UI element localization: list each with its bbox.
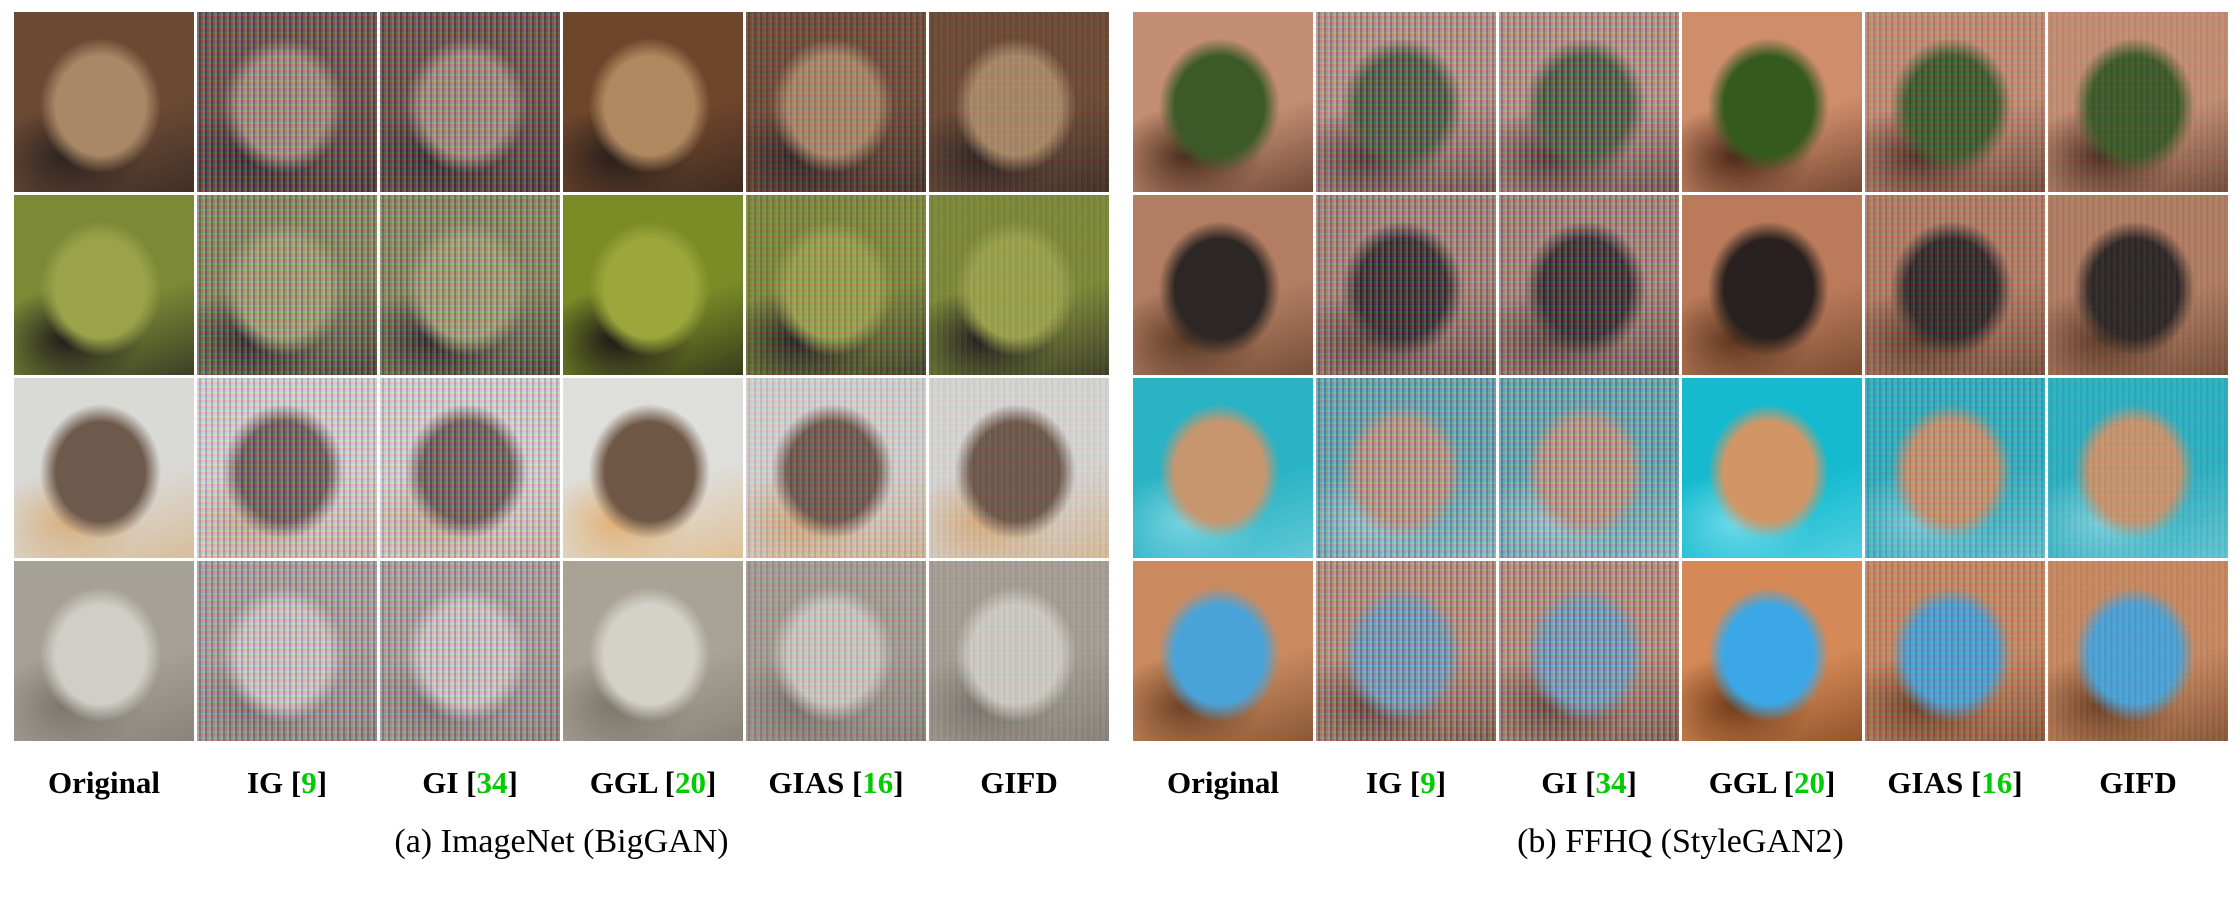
image-gifd (929, 12, 1109, 192)
image-original (14, 12, 194, 192)
image-gi (380, 378, 560, 558)
subfigure-caption: (a) ImageNet (BigGAN) (394, 823, 729, 860)
image-ggl (1682, 561, 1862, 741)
image-original (14, 378, 194, 558)
column-label-original: Original (1167, 765, 1279, 800)
citation[interactable]: 9 (1420, 765, 1436, 800)
column-label-ggl: GGL [20] (1708, 765, 1836, 800)
column-label-ig: IG [9] (246, 765, 328, 800)
image-gi (1499, 12, 1679, 192)
image-gi (380, 12, 560, 192)
panel-ffhq: Original IG [9] GI [34] GGL [20] GIAS [1… (1133, 12, 2235, 861)
image-ggl (563, 12, 743, 192)
image-grid-imagenet (14, 12, 1109, 741)
image-gias (1865, 561, 2045, 741)
column-label-gias: GIAS [16] (768, 765, 904, 800)
image-ig (1316, 195, 1496, 375)
column-label-ggl: GGL [20] (589, 765, 717, 800)
image-ig (1316, 12, 1496, 192)
image-gias (1865, 12, 2045, 192)
image-original (1133, 561, 1313, 741)
image-gias (746, 378, 926, 558)
image-original (1133, 378, 1313, 558)
image-gias (746, 561, 926, 741)
image-ig (197, 378, 377, 558)
image-ig (197, 195, 377, 375)
image-original (14, 195, 194, 375)
column-label-ig: IG [9] (1365, 765, 1447, 800)
image-ig (197, 12, 377, 192)
image-ggl (563, 561, 743, 741)
image-ig (1316, 378, 1496, 558)
column-label-gi: GI [34] (1541, 765, 1637, 800)
image-gi (380, 561, 560, 741)
citation[interactable]: 20 (674, 765, 706, 800)
image-gi (1499, 378, 1679, 558)
image-gias (746, 195, 926, 375)
image-gifd (2048, 195, 2228, 375)
image-gias (1865, 378, 2045, 558)
image-gifd (929, 195, 1109, 375)
image-gi (1499, 195, 1679, 375)
subfigure-caption: (b) FFHQ (StyleGAN2) (1517, 823, 1844, 860)
image-gias (1865, 195, 2045, 375)
column-labels-imagenet: Original IG [9] GI [34] GGL [20] GIAS [1… (14, 765, 1109, 801)
image-gifd (929, 561, 1109, 741)
citation[interactable]: 16 (862, 765, 894, 800)
citation[interactable]: 20 (1793, 765, 1825, 800)
image-original (1133, 12, 1313, 192)
image-ggl (563, 195, 743, 375)
image-ggl (1682, 378, 1862, 558)
image-ggl (563, 378, 743, 558)
image-grid-ffhq (1133, 12, 2228, 741)
column-label-gifd: GIFD (2099, 765, 2177, 800)
image-gi (1499, 561, 1679, 741)
column-label-gias: GIAS [16] (1887, 765, 2023, 800)
image-ig (197, 561, 377, 741)
image-ggl (1682, 195, 1862, 375)
citation[interactable]: 16 (1981, 765, 2013, 800)
image-gifd (2048, 378, 2228, 558)
image-ggl (1682, 12, 1862, 192)
column-label-gi: GI [34] (422, 765, 518, 800)
image-original (14, 561, 194, 741)
image-gias (746, 12, 926, 192)
image-original (1133, 195, 1313, 375)
image-gi (380, 195, 560, 375)
column-label-original: Original (48, 765, 160, 800)
image-gifd (2048, 12, 2228, 192)
citation[interactable]: 34 (476, 765, 508, 800)
citation[interactable]: 34 (1595, 765, 1627, 800)
citation[interactable]: 9 (301, 765, 317, 800)
column-labels-ffhq: Original IG [9] GI [34] GGL [20] GIAS [1… (1133, 765, 2228, 801)
image-gifd (929, 378, 1109, 558)
image-gifd (2048, 561, 2228, 741)
column-label-gifd: GIFD (980, 765, 1058, 800)
panel-imagenet: Original IG [9] GI [34] GGL [20] GIAS [1… (14, 12, 1124, 861)
image-ig (1316, 561, 1496, 741)
